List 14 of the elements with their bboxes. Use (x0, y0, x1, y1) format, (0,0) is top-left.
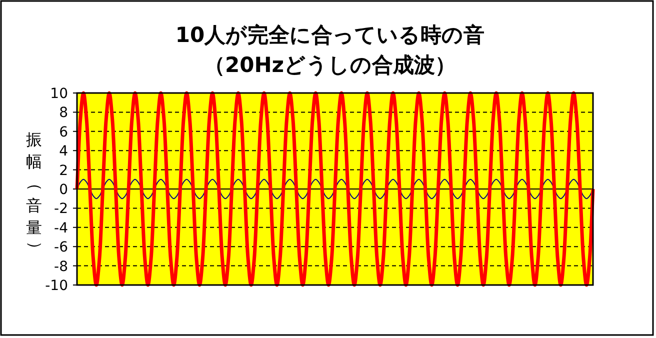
chart-title: 10人が完全に合っている時の音 (175, 23, 485, 47)
chart-subtitle: （20Hzどうしの合成波） (204, 53, 456, 77)
y-tick-label: 0 (59, 182, 68, 198)
y-tick-label: -2 (54, 201, 68, 218)
y-tick-label: 4 (59, 144, 68, 160)
y-tick-label: 8 (59, 105, 68, 122)
y-axis-title: 振幅（音量） (26, 130, 45, 257)
y-tick-label: 2 (59, 162, 68, 179)
y-tick-label: 10 (50, 86, 68, 102)
y-tick-label: -6 (54, 240, 68, 256)
y-tick-label: -4 (54, 220, 68, 236)
y-tick-label: 6 (59, 124, 68, 140)
y-tick-label: -10 (45, 278, 68, 294)
y-tick-label: -8 (54, 258, 68, 275)
